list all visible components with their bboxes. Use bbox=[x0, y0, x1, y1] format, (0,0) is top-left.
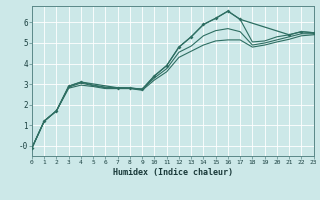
X-axis label: Humidex (Indice chaleur): Humidex (Indice chaleur) bbox=[113, 168, 233, 177]
